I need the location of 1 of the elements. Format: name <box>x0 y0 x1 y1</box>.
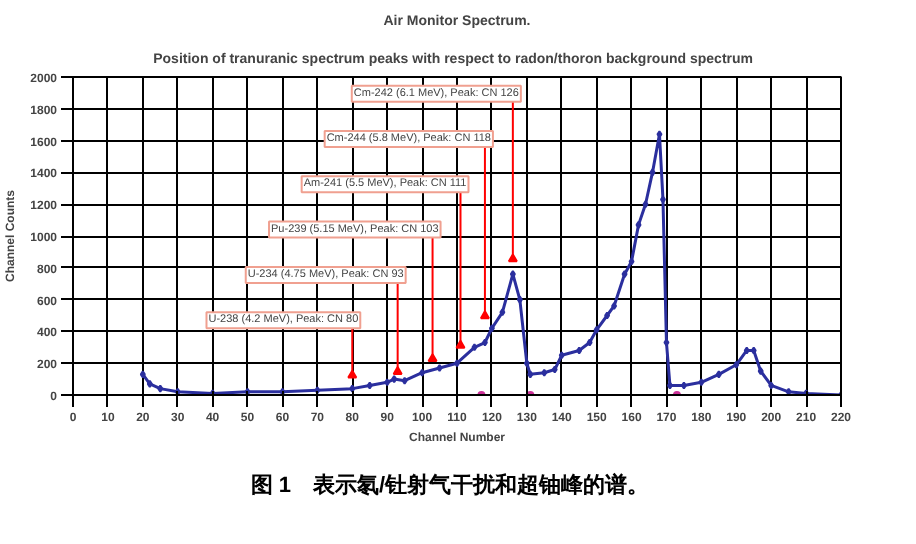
caption: 图 1 表示氡/钍射气干扰和超铀峰的谱。 <box>250 472 650 502</box>
